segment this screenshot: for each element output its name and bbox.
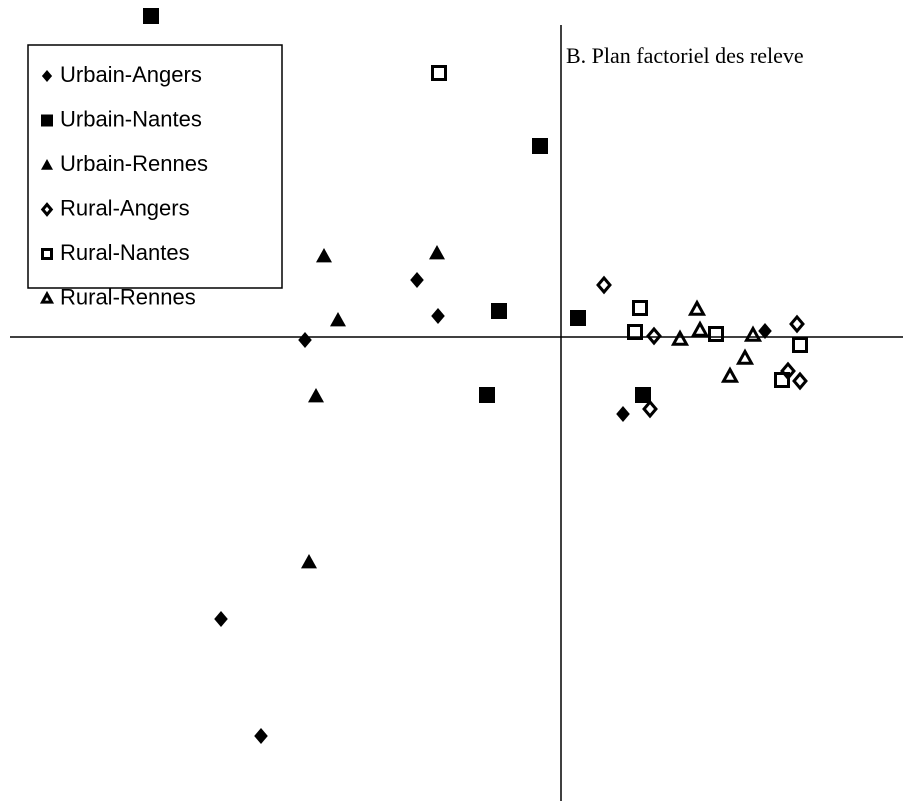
marker-square (570, 310, 586, 326)
chart-title: B. Plan factoriel des releve (566, 43, 804, 68)
marker-square (792, 337, 808, 353)
marker-diamond (431, 308, 445, 324)
legend-label: Urbain-Angers (60, 62, 202, 87)
marker-square (41, 114, 53, 127)
marker-triangle (670, 329, 690, 346)
marker-diamond (40, 202, 54, 217)
marker-diamond (642, 399, 658, 419)
marker-square (632, 300, 648, 316)
legend-label: Urbain-Rennes (60, 151, 208, 176)
legend-label: Urbain-Nantes (60, 106, 202, 131)
marker-diamond (254, 728, 268, 744)
marker-square (143, 8, 159, 24)
marker-triangle (39, 290, 55, 304)
marker-triangle (743, 325, 763, 342)
marker-square (431, 65, 447, 81)
marker-triangle (690, 320, 710, 337)
marker-diamond (41, 70, 53, 82)
marker-square (532, 138, 548, 154)
marker-diamond (596, 275, 612, 295)
legend-label: Rural-Angers (60, 195, 190, 220)
marker-diamond (616, 406, 630, 422)
marker-diamond (410, 272, 424, 288)
marker-diamond (758, 323, 772, 339)
marker-triangle (687, 299, 707, 316)
marker-triangle (330, 312, 346, 327)
marker-diamond (298, 332, 312, 348)
marker-diamond (646, 326, 662, 346)
marker-square (41, 248, 53, 260)
marker-square (479, 387, 495, 403)
marker-square (774, 372, 790, 388)
marker-triangle (308, 388, 324, 403)
marker-square (635, 387, 651, 403)
marker-triangle (301, 554, 317, 569)
marker-triangle (316, 248, 332, 263)
marker-triangle (735, 348, 755, 365)
legend-label: Rural-Nantes (60, 240, 190, 265)
marker-diamond (789, 314, 805, 334)
legend-box (27, 44, 283, 289)
marker-triangle (720, 366, 740, 383)
marker-triangle (429, 245, 445, 260)
marker-triangle (41, 159, 53, 170)
marker-square (491, 303, 507, 319)
marker-square (627, 324, 643, 340)
marker-square (708, 326, 724, 342)
marker-diamond (214, 611, 228, 627)
legend-label: Rural-Rennes (60, 284, 196, 309)
marker-diamond (792, 371, 808, 391)
